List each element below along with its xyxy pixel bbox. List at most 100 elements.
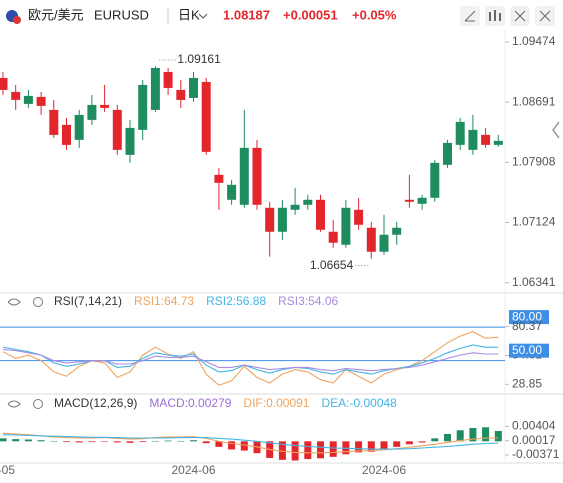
y-tick-label: 1.09474 [512,34,556,48]
candle-body [316,199,325,230]
histogram-bar [75,441,83,443]
candle-body [74,114,84,140]
indicator-line [2,434,499,450]
fullscreen-icon [514,10,526,22]
candle-body [468,129,478,150]
y-tick-label: 1.06341 [512,275,556,289]
candle-body [138,84,148,130]
indicator-title: MACD(12,26,9) [54,396,137,410]
y-tick-label: 1.08691 [512,94,556,108]
price: 1.08187 [223,7,270,22]
candle-body [227,184,237,200]
histogram-bar [88,441,96,443]
candle-body [36,96,46,106]
histogram-bar [418,441,426,443]
indicator-line [2,331,499,386]
histogram-bar [151,440,159,442]
histogram-bar [291,441,299,461]
y-tick-label: 50.00 [512,343,542,357]
candle-body [404,199,414,202]
collapse-arrow[interactable] [552,121,560,139]
period[interactable]: 日K [178,7,200,22]
histogram-bar [101,441,109,442]
legend-entry: DIF:0.00091 [243,396,309,410]
candle-body [252,147,262,205]
histogram-bar [190,440,197,442]
candle-body [62,124,71,145]
y-tick-label: 80.37 [512,319,542,333]
y-tick-label: 0.00017 [512,433,556,447]
histogram-bar [380,441,388,450]
histogram-bar [240,441,248,451]
flag [13,16,21,24]
histogram-bar [126,441,134,443]
candle-body [265,207,275,232]
histogram-bar [278,441,286,460]
dropdown-icon[interactable] [198,13,208,19]
y-tick-label: 80.00 [512,309,542,323]
legend-entry: RSI2:56.88 [206,294,266,308]
histogram-bar [215,441,223,447]
eye-icon[interactable] [7,400,21,408]
x-tick-label: 4-05 [0,463,15,477]
rsi-header-icons [7,297,43,409]
candle-body [112,109,122,150]
histogram-bar [202,441,210,444]
histogram-bar [37,440,45,442]
candle-body [49,109,59,135]
candle-body [290,204,300,210]
settings-icon[interactable] [33,297,43,307]
tick-label-box [509,343,549,358]
histogram-bar [228,441,236,450]
pair-name: 欧元/美元 [28,7,84,22]
high-annotation: 1.09161 [177,52,221,66]
candle-body [239,147,249,205]
header: 欧元/美元 EURUSD 日K 1.08187 +0.00051 +0.05% [6,6,555,26]
histogram-bar [482,427,490,442]
candle-body [341,207,351,245]
candle-body [430,162,440,198]
symbol: EURUSD [94,7,149,22]
candle-body [455,121,465,145]
settings-icon[interactable] [33,399,43,409]
histogram-bar [12,439,20,442]
candle-body [87,104,97,120]
histogram-bar [393,441,401,447]
y-tick-label: 1.07908 [512,154,556,168]
y-tick-label: 28.85 [512,377,542,391]
histogram-bar [164,440,172,442]
candle-body [417,197,427,204]
histogram-bar [456,430,464,442]
draw-icon [464,10,476,22]
histogram-bar [367,441,375,452]
candle-body [354,209,364,225]
histogram-bar [355,441,363,453]
candle-body [23,95,33,104]
histogram-bar [494,431,502,442]
low-annotation: 1.06654 [310,258,354,272]
candle-body [176,89,186,100]
indicator-title: RSI(7,14,21) [54,294,122,308]
histogram-bar [24,439,32,442]
tick-label-box [509,310,549,325]
y-tick-label: 1.07124 [512,215,556,229]
histogram-bar [0,438,7,442]
candle-body [125,127,135,155]
candle-body [392,227,402,235]
histogram-bar [304,441,312,460]
candle-body [493,140,503,145]
legend-entry: DEA:-0.00048 [321,396,397,410]
eye-icon[interactable] [7,298,21,306]
histogram-bar [317,441,324,459]
indicator-line [2,348,499,372]
candle-body [366,227,376,252]
histogram-bar [444,433,451,442]
indicator-line [2,432,499,454]
y-tick-label: -0.00371 [512,447,560,461]
histogram-bar [431,438,439,442]
change-percent: +0.05% [352,7,397,22]
histogram-bar [50,440,58,442]
histogram-bar [113,441,121,443]
candle-body [379,234,389,252]
